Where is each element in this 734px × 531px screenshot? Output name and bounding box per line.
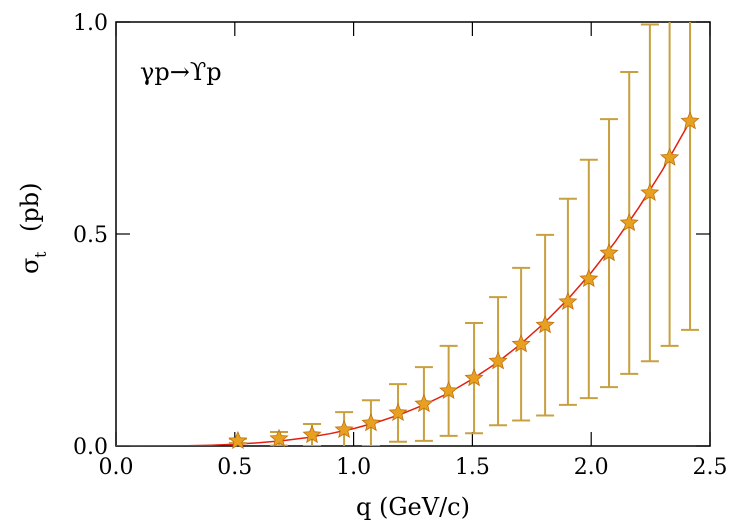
data-point [388, 402, 408, 422]
data-point [488, 351, 508, 370]
data-point [464, 368, 484, 387]
x-tick-label: 0.0 [99, 455, 134, 480]
data-point [228, 430, 248, 450]
y-label-unit: (pb) [16, 183, 44, 232]
fit-curve [116, 119, 692, 446]
data-point [640, 182, 660, 202]
data-point [619, 212, 639, 232]
y-tick-label: 0.5 [73, 223, 108, 248]
data-point [361, 413, 381, 432]
y-tick-label: 0.0 [73, 435, 108, 460]
data-point [680, 111, 700, 130]
data-point [511, 334, 531, 353]
y-label-symbol: σ [16, 258, 44, 274]
data-point [659, 147, 680, 166]
x-axis-label: q (GeV/c) [356, 493, 470, 521]
data-point [439, 380, 459, 400]
annotation: γp→ϒp [140, 58, 222, 86]
y-label-subscript: t [31, 251, 50, 258]
y-tick-label: 1.0 [73, 11, 108, 36]
data-point [558, 291, 578, 310]
data-point [599, 243, 619, 262]
data-point [302, 424, 322, 444]
x-tick-label: 2.0 [574, 455, 609, 480]
x-tick-label: 1.0 [336, 455, 371, 480]
x-tick-label: 1.5 [455, 455, 490, 480]
data-point [535, 315, 555, 334]
y-axis-label: σ t (pb) [16, 183, 50, 274]
x-tick-label: 0.5 [217, 455, 252, 480]
data-point [334, 419, 354, 439]
data-point [414, 393, 434, 413]
x-tick-label: 2.5 [693, 455, 728, 480]
data-point [579, 268, 599, 288]
data-point [269, 428, 289, 447]
